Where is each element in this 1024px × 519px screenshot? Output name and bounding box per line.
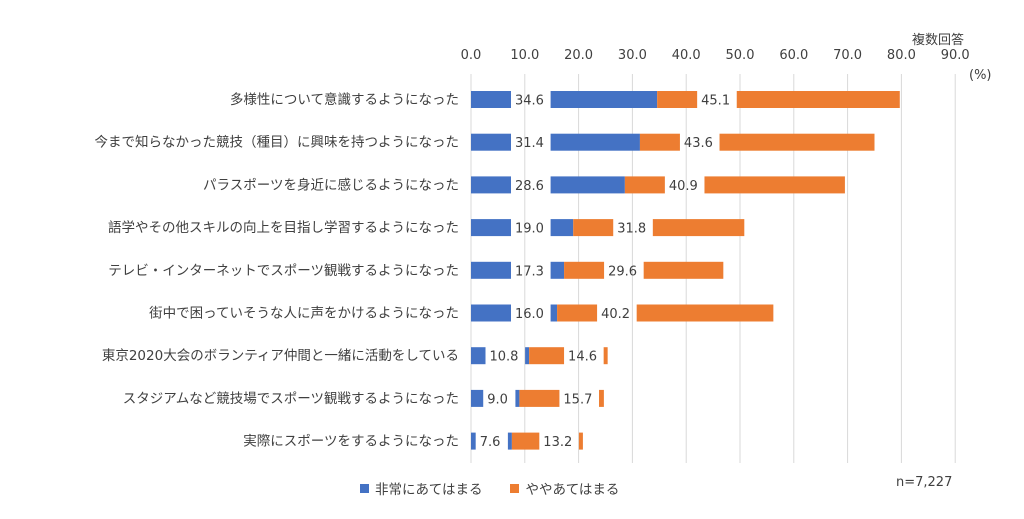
bar-series1 bbox=[471, 304, 511, 322]
bar-series2 bbox=[557, 304, 598, 322]
data-label: 34.6 bbox=[515, 94, 544, 109]
legend-swatch-series1 bbox=[360, 483, 369, 493]
data-label: 7.6 bbox=[480, 435, 501, 450]
bar-series2 bbox=[643, 261, 724, 279]
data-label: 40.2 bbox=[601, 307, 630, 322]
data-label: 10.8 bbox=[490, 350, 519, 365]
x-tick-label: 90.0 bbox=[941, 48, 970, 63]
category-label: スタジアムなど競技場でスポーツ観戦するようになった bbox=[123, 390, 459, 407]
bar-series2 bbox=[652, 219, 745, 237]
bar-series2 bbox=[719, 133, 875, 151]
bar-series1 bbox=[515, 389, 520, 407]
bar-series2 bbox=[657, 91, 698, 108]
data-label: 43.6 bbox=[684, 136, 713, 151]
unit-label: (%) bbox=[969, 68, 992, 83]
bar-series2 bbox=[599, 389, 604, 407]
data-label: 9.0 bbox=[487, 392, 508, 407]
legend-label-series2: ややあてはまる bbox=[525, 482, 620, 498]
chart-legend: 非常にあてはまる ややあてはまる bbox=[360, 478, 619, 498]
x-tick-label: 0.0 bbox=[461, 48, 482, 63]
x-tick-label: 50.0 bbox=[726, 48, 755, 63]
data-label: 29.6 bbox=[608, 264, 637, 279]
bar-series1 bbox=[471, 91, 511, 108]
bar-series2 bbox=[603, 347, 608, 365]
data-label: 14.6 bbox=[568, 350, 597, 365]
bar-series2 bbox=[624, 176, 665, 194]
bar-series1 bbox=[471, 347, 486, 365]
data-label: 16.0 bbox=[515, 307, 544, 322]
bar-series1 bbox=[471, 389, 484, 407]
legend-label-series1: 非常にあてはまる bbox=[375, 482, 483, 498]
data-label: 31.4 bbox=[515, 136, 544, 151]
legend-item-series1: 非常にあてはまる bbox=[360, 478, 482, 498]
bar-series2 bbox=[529, 347, 565, 365]
category-label: 今まで知らなかった競技（種目）に興味を持つようになった bbox=[95, 134, 460, 151]
legend-item-series2: ややあてはまる bbox=[510, 478, 619, 498]
data-label: 15.7 bbox=[563, 392, 592, 407]
bar-series1 bbox=[550, 133, 640, 151]
bar-series1 bbox=[550, 304, 558, 322]
bar-series1 bbox=[507, 432, 512, 450]
category-label: 多様性について意識するようになった bbox=[230, 91, 459, 108]
bar-series1 bbox=[471, 219, 511, 237]
category-label: 街中で困っていそうな人に声をかけるようになった bbox=[149, 306, 459, 322]
category-label: パラスポーツを身近に感じるようになった bbox=[203, 176, 459, 193]
x-tick-label: 70.0 bbox=[833, 48, 862, 63]
bar-series1 bbox=[471, 176, 511, 194]
bar-series1 bbox=[550, 91, 658, 108]
bar-series2 bbox=[573, 219, 614, 237]
bar-series1 bbox=[550, 219, 574, 237]
bar-series1 bbox=[471, 432, 476, 450]
x-tick-label: 40.0 bbox=[672, 48, 701, 63]
data-label: 28.6 bbox=[515, 179, 544, 194]
x-tick-label: 80.0 bbox=[887, 48, 916, 63]
bar-series1 bbox=[550, 176, 625, 194]
bar-series2 bbox=[639, 133, 680, 151]
bar-series2 bbox=[564, 261, 605, 279]
bar-series1 bbox=[525, 347, 530, 365]
sample-size-note: n=7,227 bbox=[896, 475, 953, 490]
data-label: 17.3 bbox=[515, 264, 544, 279]
bar-series1 bbox=[471, 261, 511, 279]
bar-series2 bbox=[511, 432, 540, 450]
bar-series2 bbox=[578, 432, 583, 450]
bar-series2 bbox=[736, 91, 900, 108]
x-tick-label: 30.0 bbox=[618, 48, 647, 63]
multiple-answer-note: 複数回答 bbox=[912, 33, 965, 48]
legend-swatch-series2 bbox=[510, 483, 520, 493]
data-label: 40.9 bbox=[669, 179, 698, 194]
data-label: 19.0 bbox=[515, 222, 544, 237]
bar-series2 bbox=[636, 304, 774, 322]
x-tick-label: 60.0 bbox=[779, 48, 808, 63]
category-label: 東京2020大会のボランティア仲間と一緒に活動をしている bbox=[102, 348, 459, 364]
category-label: 実際にスポーツをするようになった bbox=[243, 434, 459, 450]
data-label: 45.1 bbox=[701, 94, 730, 109]
x-tick-label: 10.0 bbox=[510, 48, 539, 63]
category-label: 語学やその他スキルの向上を目指し学習するようになった bbox=[108, 219, 459, 236]
x-tick-label: 20.0 bbox=[564, 48, 593, 63]
bar-series2 bbox=[519, 389, 560, 407]
bar-series1 bbox=[471, 133, 511, 151]
category-label: テレビ・インターネットでスポーツ観戦するようになった bbox=[108, 262, 459, 279]
data-label: 13.2 bbox=[543, 435, 572, 450]
bar-series1 bbox=[550, 261, 565, 279]
bar-series2 bbox=[704, 176, 845, 194]
data-label: 31.8 bbox=[617, 222, 646, 237]
